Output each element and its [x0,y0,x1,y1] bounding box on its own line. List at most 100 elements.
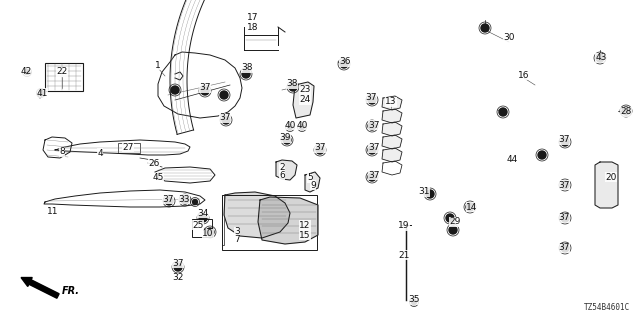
Text: 37: 37 [558,213,570,222]
Circle shape [222,116,230,124]
Text: 14: 14 [467,203,477,212]
Text: 4: 4 [97,148,103,157]
Polygon shape [382,109,402,123]
Text: 2: 2 [279,164,285,172]
Circle shape [368,173,376,181]
Circle shape [289,83,297,91]
Bar [222,195,224,245]
Text: 21: 21 [398,251,410,260]
Text: 36: 36 [339,58,351,67]
Circle shape [481,24,489,32]
Circle shape [287,124,292,130]
Text: 35: 35 [408,295,420,305]
Circle shape [449,226,457,234]
Text: 3: 3 [234,228,240,236]
Polygon shape [258,197,318,244]
Text: 37: 37 [368,121,380,130]
Text: 32: 32 [172,274,184,283]
Text: FR.: FR. [62,286,80,296]
Text: 31: 31 [419,188,429,196]
Text: 41: 41 [36,89,48,98]
Polygon shape [276,160,297,180]
Polygon shape [382,122,402,136]
Text: 45: 45 [152,173,164,182]
Polygon shape [382,148,402,162]
Circle shape [174,263,182,271]
Bar [118,143,140,153]
Circle shape [242,70,250,78]
Text: 10: 10 [202,229,214,238]
Circle shape [206,228,214,236]
Text: 27: 27 [122,142,134,151]
FancyArrow shape [21,277,59,298]
Text: 37: 37 [314,143,326,153]
Text: 37: 37 [163,195,173,204]
Text: 20: 20 [605,172,617,181]
Text: 28: 28 [620,108,632,116]
Bar [192,219,212,237]
Text: 5: 5 [307,173,313,182]
Text: 30: 30 [503,34,515,43]
Text: 23: 23 [300,85,310,94]
Circle shape [199,214,207,222]
Polygon shape [224,192,290,238]
Polygon shape [382,96,402,110]
Text: 25: 25 [192,220,204,229]
Text: 17: 17 [247,13,259,22]
Text: 9: 9 [310,180,316,189]
Circle shape [466,203,474,211]
Circle shape [201,87,209,95]
Text: TZ54B4601C: TZ54B4601C [584,303,630,312]
Text: 40: 40 [296,121,308,130]
Circle shape [622,107,630,115]
Circle shape [426,190,434,198]
Circle shape [368,146,376,154]
Text: 12: 12 [300,220,310,229]
Text: 19: 19 [398,221,410,230]
Text: 44: 44 [506,156,518,164]
Circle shape [300,124,305,130]
Circle shape [561,181,569,189]
Circle shape [220,91,228,99]
Circle shape [340,60,348,68]
Circle shape [446,214,454,222]
Text: 37: 37 [368,171,380,180]
Circle shape [165,197,173,205]
Text: 7: 7 [234,236,240,244]
Text: 15: 15 [300,230,311,239]
Circle shape [561,214,569,222]
Text: 26: 26 [148,159,160,169]
Text: 37: 37 [365,93,377,102]
Circle shape [181,196,189,204]
Text: 37: 37 [558,244,570,252]
Circle shape [368,96,376,104]
Text: 39: 39 [279,133,291,142]
Text: 18: 18 [247,22,259,31]
Circle shape [283,136,291,144]
Text: 38: 38 [241,63,253,73]
Circle shape [24,69,29,75]
Circle shape [171,86,179,94]
Circle shape [38,91,44,95]
Circle shape [499,108,507,116]
Polygon shape [382,135,402,149]
Text: 13: 13 [385,98,397,107]
Text: 33: 33 [179,195,189,204]
Text: 38: 38 [286,79,298,89]
Polygon shape [293,82,314,118]
Text: 42: 42 [20,68,31,76]
Text: 37: 37 [220,114,231,123]
Bar [45,63,83,91]
Text: 6: 6 [279,172,285,180]
Text: 1: 1 [155,60,161,69]
Text: 22: 22 [56,68,68,76]
Text: 37: 37 [558,135,570,145]
Text: 37: 37 [172,259,184,268]
Text: 24: 24 [300,95,310,105]
Text: 43: 43 [595,53,607,62]
Bar [222,195,317,250]
Text: 37: 37 [199,84,211,92]
Text: 11: 11 [47,206,59,215]
Circle shape [412,300,417,305]
Text: 8: 8 [59,148,65,156]
